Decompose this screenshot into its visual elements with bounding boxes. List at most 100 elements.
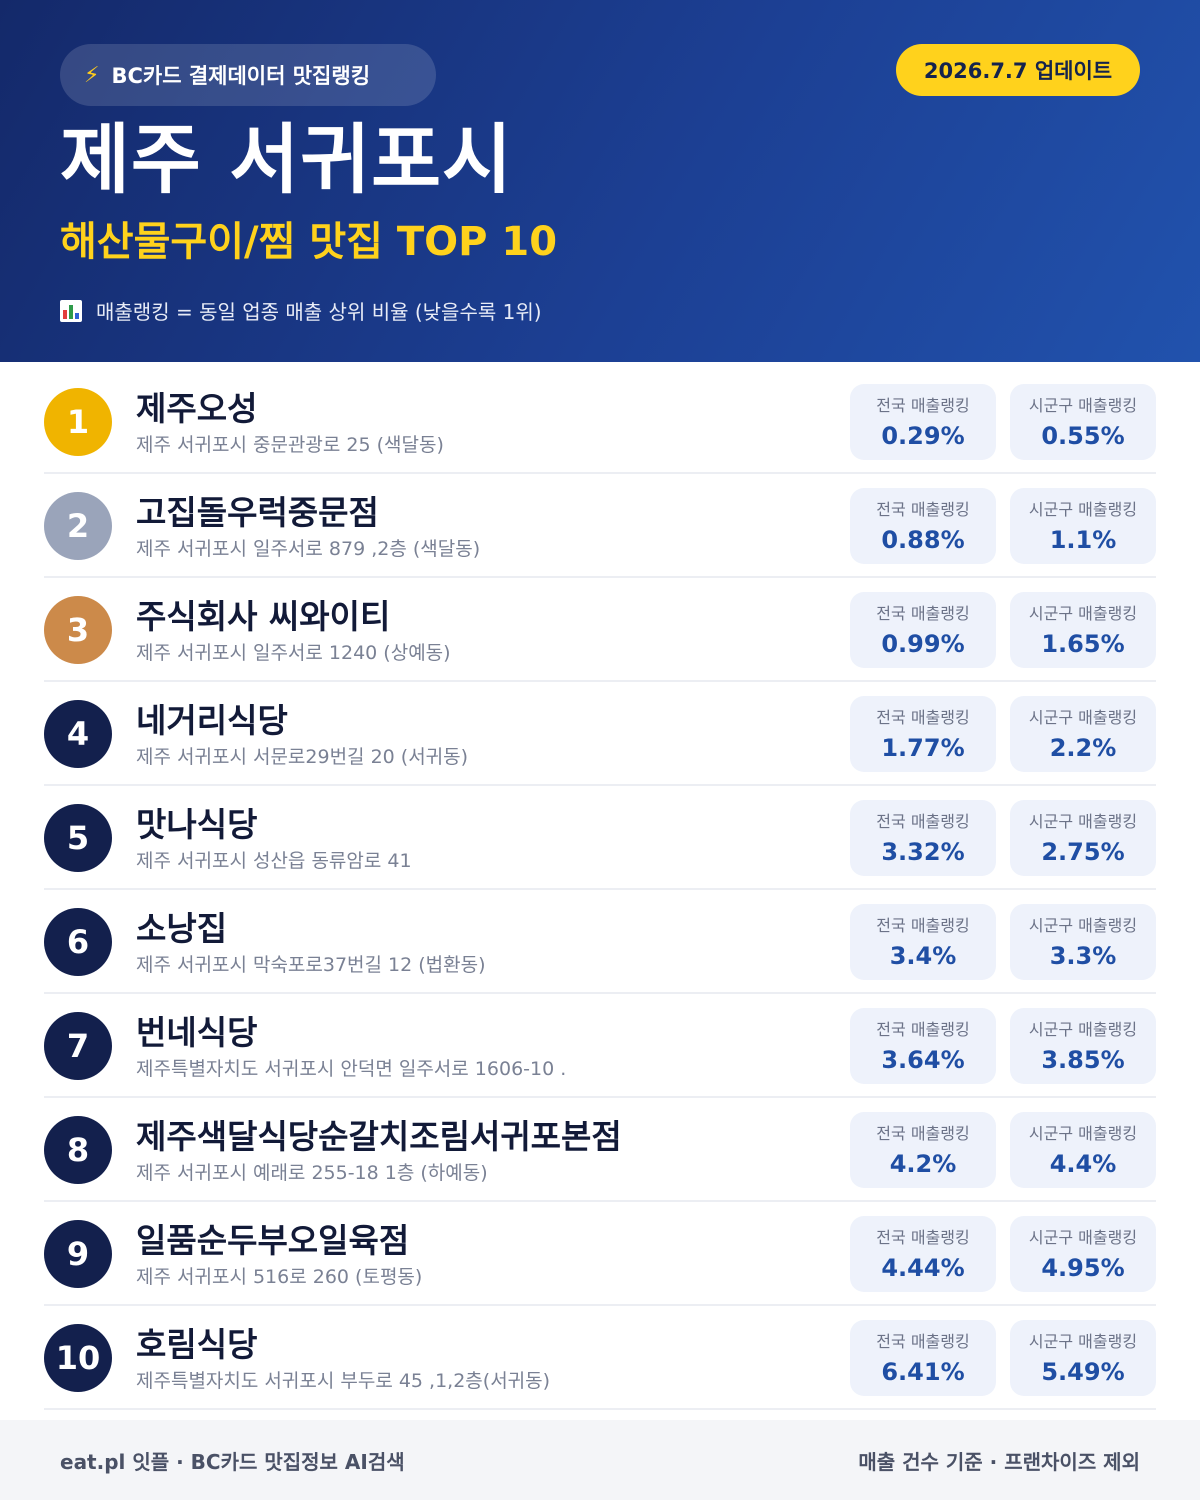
local-ranking-value: 3.3%	[1049, 942, 1117, 970]
national-ranking-value: 6.41%	[881, 1358, 965, 1386]
footer-brand: eat.pl 잇플 · BC카드 맛집정보 AI검색	[60, 1449, 405, 1474]
national-ranking-box: 전국 매출랭킹 3.4%	[850, 904, 996, 980]
rank-badge: 4	[44, 700, 112, 768]
list-item[interactable]: 5 맛나식당 제주 서귀포시 성산읍 동류암로 41 전국 매출랭킹 3.32% 시군구 …	[44, 786, 1156, 890]
national-ranking-box: 전국 매출랭킹 1.77%	[850, 696, 996, 772]
local-ranking-box: 시군구 매출랭킹 2.2%	[1010, 696, 1156, 772]
restaurant-address: 제주 서귀포시 516로 260 (토평동)	[136, 1266, 423, 1288]
local-ranking-value: 3.85%	[1041, 1046, 1125, 1074]
restaurant-address: 제주 서귀포시 중문관광로 25 (색달동)	[136, 434, 444, 456]
local-ranking-value: 5.49%	[1041, 1358, 1125, 1386]
local-ranking-value: 1.65%	[1041, 630, 1125, 658]
local-ranking-box: 시군구 매출랭킹 4.95%	[1010, 1216, 1156, 1292]
local-ranking-box: 시군구 매출랭킹 3.85%	[1010, 1008, 1156, 1084]
national-ranking-label: 전국 매출랭킹	[876, 500, 970, 519]
restaurant-name[interactable]: 제주색달식당순갈치조림서귀포본점	[136, 1117, 622, 1156]
lightning-icon: ⚡	[84, 62, 100, 88]
local-ranking-box: 시군구 매출랭킹 5.49%	[1010, 1320, 1156, 1396]
restaurant-address: 제주 서귀포시 일주서로 879 ,2층 (색달동)	[136, 538, 481, 560]
national-ranking-label: 전국 매출랭킹	[876, 604, 970, 623]
local-ranking-value: 2.2%	[1049, 734, 1117, 762]
national-ranking-box: 전국 매출랭킹 3.64%	[850, 1008, 996, 1084]
local-ranking-label: 시군구 매출랭킹	[1028, 1228, 1138, 1247]
restaurant-address: 제주 서귀포시 성산읍 동류암로 41	[136, 850, 412, 872]
ranking-note-text: 매출랭킹 = 동일 업종 매출 상위 비율 (낮을수록 1위)	[96, 300, 542, 324]
restaurant-name[interactable]: 제주오성	[136, 389, 258, 428]
national-ranking-value: 3.32%	[881, 838, 965, 866]
national-ranking-box: 전국 매출랭킹 0.88%	[850, 488, 996, 564]
rank-badge: 5	[44, 804, 112, 872]
national-ranking-value: 1.77%	[881, 734, 965, 762]
rank-badge: 3	[44, 596, 112, 664]
national-ranking-label: 전국 매출랭킹	[876, 1020, 970, 1039]
local-ranking-box: 시군구 매출랭킹 2.75%	[1010, 800, 1156, 876]
national-ranking-box: 전국 매출랭킹 4.2%	[850, 1112, 996, 1188]
update-badge: 2026.7.7 업데이트	[896, 44, 1140, 96]
ranking-note: 매출랭킹 = 동일 업종 매출 상위 비율 (낮을수록 1위)	[60, 296, 542, 325]
restaurant-name[interactable]: 소낭집	[136, 909, 228, 948]
local-ranking-label: 시군구 매출랭킹	[1028, 396, 1138, 415]
local-ranking-value: 0.55%	[1041, 422, 1125, 450]
local-ranking-label: 시군구 매출랭킹	[1028, 1020, 1138, 1039]
restaurant-address: 제주 서귀포시 서문로29번길 20 (서귀동)	[136, 746, 469, 768]
rank-badge: 6	[44, 908, 112, 976]
restaurant-name[interactable]: 맛나식당	[136, 805, 258, 844]
local-ranking-box: 시군구 매출랭킹 0.55%	[1010, 384, 1156, 460]
local-ranking-label: 시군구 매출랭킹	[1028, 604, 1138, 623]
national-ranking-value: 3.4%	[889, 942, 957, 970]
national-ranking-value: 3.64%	[881, 1046, 965, 1074]
national-ranking-value: 4.2%	[889, 1150, 957, 1178]
national-ranking-label: 전국 매출랭킹	[876, 396, 970, 415]
local-ranking-label: 시군구 매출랭킹	[1028, 812, 1138, 831]
rank-badge: 1	[44, 388, 112, 456]
national-ranking-box: 전국 매출랭킹 6.41%	[850, 1320, 996, 1396]
page-title: 제주 서귀포시	[60, 115, 513, 204]
local-ranking-box: 시군구 매출랭킹 3.3%	[1010, 904, 1156, 980]
local-ranking-value: 1.1%	[1049, 526, 1117, 554]
local-ranking-label: 시군구 매출랭킹	[1028, 500, 1138, 519]
rank-badge: 8	[44, 1116, 112, 1184]
national-ranking-value: 0.99%	[881, 630, 965, 658]
restaurant-name[interactable]: 호림식당	[136, 1325, 258, 1364]
local-ranking-label: 시군구 매출랭킹	[1028, 708, 1138, 727]
national-ranking-label: 전국 매출랭킹	[876, 1124, 970, 1143]
national-ranking-box: 전국 매출랭킹 3.32%	[850, 800, 996, 876]
source-label: BC카드 결제데이터 맛집랭킹	[111, 64, 371, 88]
local-ranking-box: 시군구 매출랭킹 1.1%	[1010, 488, 1156, 564]
national-ranking-box: 전국 매출랭킹 4.44%	[850, 1216, 996, 1292]
local-ranking-box: 시군구 매출랭킹 1.65%	[1010, 592, 1156, 668]
restaurant-name[interactable]: 주식회사 씨와이티	[136, 597, 391, 636]
national-ranking-label: 전국 매출랭킹	[876, 916, 970, 935]
local-ranking-box: 시군구 매출랭킹 4.4%	[1010, 1112, 1156, 1188]
bar-chart-icon	[60, 299, 82, 322]
list-item[interactable]: 7 번네식당 제주특별자치도 서귀포시 안덕면 일주서로 1606-10 . 전국 매…	[44, 994, 1156, 1098]
rank-badge: 2	[44, 492, 112, 560]
rank-badge: 10	[44, 1324, 112, 1392]
restaurant-name[interactable]: 네거리식당	[136, 701, 288, 740]
national-ranking-value: 0.29%	[881, 422, 965, 450]
national-ranking-label: 전국 매출랭킹	[876, 708, 970, 727]
restaurant-address: 제주 서귀포시 일주서로 1240 (상예동)	[136, 642, 451, 664]
national-ranking-box: 전국 매출랭킹 0.29%	[850, 384, 996, 460]
national-ranking-value: 4.44%	[881, 1254, 965, 1282]
local-ranking-value: 4.4%	[1049, 1150, 1117, 1178]
local-ranking-label: 시군구 매출랭킹	[1028, 1332, 1138, 1351]
restaurant-name[interactable]: 번네식당	[136, 1013, 258, 1052]
restaurant-address: 제주 서귀포시 예래로 255-18 1층 (하예동)	[136, 1162, 488, 1184]
footer: eat.pl 잇플 · BC카드 맛집정보 AI검색 매출 건수 기준 · 프랜…	[0, 1420, 1200, 1500]
national-ranking-label: 전국 매출랭킹	[876, 1228, 970, 1247]
rank-badge: 7	[44, 1012, 112, 1080]
list-item[interactable]: 10 호림식당 제주특별자치도 서귀포시 부두로 45 ,1,2층(서귀동) 전국 매…	[44, 1306, 1156, 1410]
restaurant-name[interactable]: 고집돌우럭중문점	[136, 493, 379, 532]
rank-badge: 9	[44, 1220, 112, 1288]
restaurant-name[interactable]: 일품순두부오일육점	[136, 1221, 410, 1260]
restaurant-address: 제주 서귀포시 막숙포로37번길 12 (법환동)	[136, 954, 486, 976]
